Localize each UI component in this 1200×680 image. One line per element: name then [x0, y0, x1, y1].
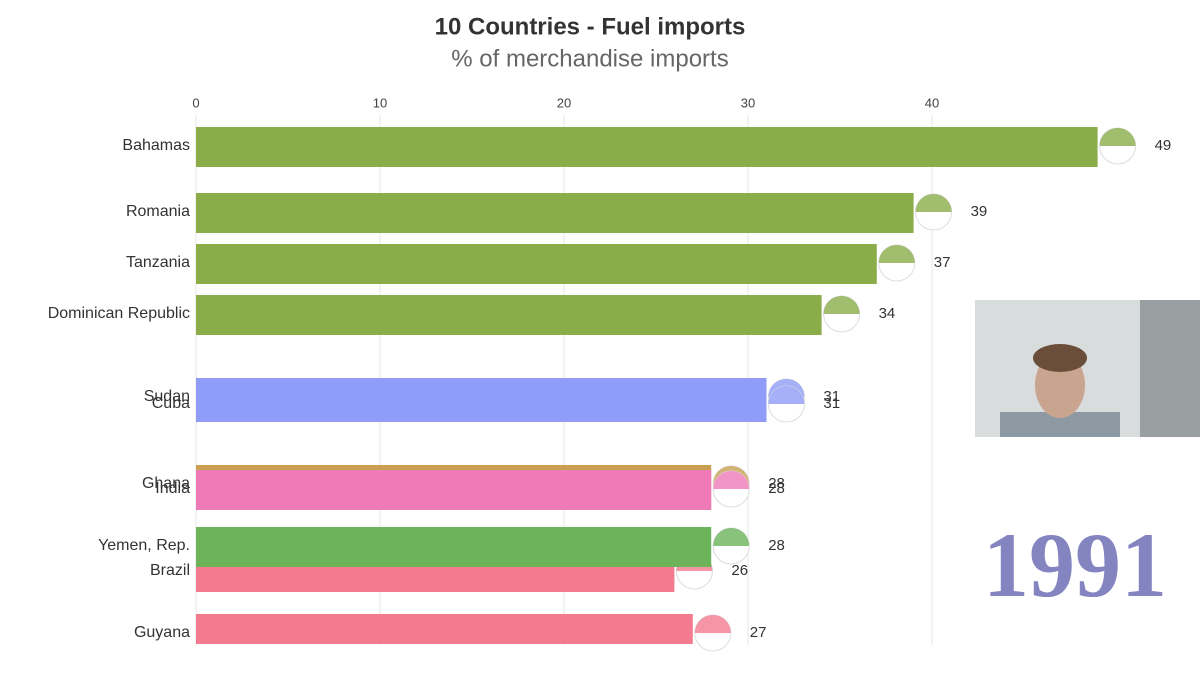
- bar: [196, 127, 1098, 167]
- flag-stripe: [713, 471, 750, 489]
- y-tick-label: India: [155, 480, 190, 497]
- y-tick-label: Romania: [126, 203, 190, 220]
- value-label: 26: [731, 562, 748, 579]
- x-tick-label: 20: [557, 95, 571, 110]
- flag-stripe: [713, 528, 750, 546]
- bar: [196, 614, 693, 644]
- value-label: 31: [823, 395, 840, 412]
- value-label: 39: [971, 203, 988, 220]
- flag-stripe: [915, 194, 952, 212]
- value-label: 28: [768, 480, 785, 497]
- y-tick-label: Guyana: [134, 624, 190, 641]
- flag-stripe: [823, 296, 860, 314]
- bar: [196, 193, 914, 233]
- y-tick-label: Sudan: [144, 388, 190, 405]
- x-tick-label: 0: [192, 95, 199, 110]
- chart-title: 10 Countries - Fuel imports: [435, 13, 746, 40]
- y-tick-label: Yemen, Rep.: [98, 537, 190, 554]
- y-tick-label: Dominican Republic: [48, 305, 190, 322]
- flag-stripe: [694, 615, 731, 633]
- x-tick-label: 30: [741, 95, 755, 110]
- bar: [196, 378, 767, 422]
- value-label: 28: [768, 537, 785, 554]
- chart-subtitle: % of merchandise imports: [451, 45, 728, 72]
- value-label: 37: [934, 254, 951, 271]
- y-tick-label: Ghana: [142, 475, 190, 492]
- value-label: 34: [879, 305, 896, 322]
- flag-stripe: [878, 245, 915, 263]
- value-label: 27: [750, 624, 767, 641]
- bar: [196, 295, 822, 335]
- y-tick-label: Tanzania: [126, 254, 190, 271]
- x-tick-label: 10: [373, 95, 387, 110]
- y-tick-label: Bahamas: [122, 137, 190, 154]
- flag-stripe: [1099, 128, 1136, 146]
- x-tick-label: 40: [925, 95, 939, 110]
- value-label: 49: [1155, 137, 1172, 154]
- y-tick-label: Cuba: [152, 395, 190, 412]
- value-label: 28: [768, 475, 785, 492]
- bar: [196, 244, 877, 284]
- flag-stripe: [768, 386, 805, 404]
- bar: [196, 470, 712, 510]
- webcam: [975, 300, 1200, 437]
- value-label: 31: [823, 388, 840, 405]
- bar: [196, 527, 712, 567]
- y-tick-label: Brazil: [150, 562, 190, 579]
- year-label: 1991: [983, 514, 1167, 616]
